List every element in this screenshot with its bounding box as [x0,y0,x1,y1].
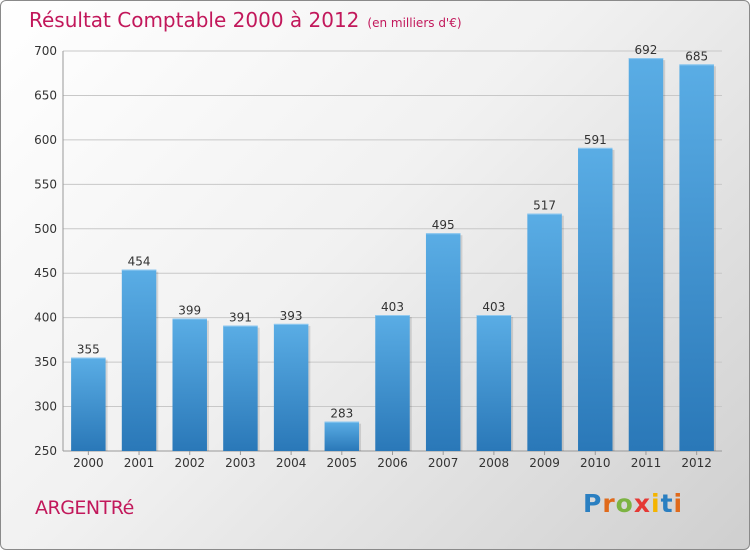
bar [375,315,410,451]
bar [425,233,461,451]
data-label: 403 [381,300,404,314]
y-tick-label: 650 [34,88,57,102]
logo-letter: i [651,489,661,518]
data-label: 517 [533,199,556,213]
data-label: 393 [280,309,303,323]
x-tick-label: 2010 [580,456,611,470]
data-label: 391 [229,311,252,325]
labels-layer: 250 300 350 400 450 500 550 600 650 700 355 2000 454… [34,43,712,470]
logo-letter: o [615,489,634,518]
bar [628,58,664,451]
bar [172,318,207,451]
x-tick-label: 2004 [276,456,307,470]
proxiti-logo: Proxiti [583,489,683,518]
logo-letter: t [660,489,674,518]
logo-letter: i [673,489,684,518]
data-label: 283 [330,407,353,421]
x-tick-label: 2006 [377,456,408,470]
x-tick-label: 2002 [174,456,205,470]
x-tick-label: 2007 [428,456,459,470]
y-tick-label: 250 [34,444,57,458]
y-tick-label: 600 [34,133,57,147]
bar [324,421,360,451]
logo-letter: r [602,489,616,518]
y-tick-label: 550 [34,177,57,191]
bar [121,269,157,451]
x-tick-label: 2011 [631,456,662,470]
bar [71,357,106,451]
data-label: 399 [178,304,201,318]
title-text: Résultat Comptable 2000 à 2012 [29,8,360,32]
bar [679,64,714,452]
data-label: 403 [482,300,505,314]
data-label: 685 [685,49,708,63]
bar [476,315,512,451]
x-tick-label: 2012 [681,456,712,470]
y-tick-label: 450 [34,266,57,280]
bar [578,147,613,451]
bar [527,213,562,451]
x-tick-label: 2005 [327,456,358,470]
x-tick-label: 2000 [73,456,104,470]
data-label: 454 [128,255,151,269]
x-tick-label: 2008 [479,456,510,470]
bar [273,323,309,451]
logo-letter: P [583,489,603,518]
y-tick-label: 400 [34,311,57,325]
data-label: 591 [584,133,607,147]
y-tick-label: 500 [34,222,57,236]
logo-letter: x [633,489,651,518]
chart-title: Résultat Comptable 2000 à 2012 (en millie… [29,8,462,32]
y-tick-label: 350 [34,355,57,369]
y-tick-label: 300 [34,400,57,414]
bars-layer [71,58,716,452]
x-tick-label: 2001 [124,456,155,470]
x-tick-label: 2009 [529,456,560,470]
data-label: 692 [635,43,658,57]
chart-subtitle: (en milliers d'€) [367,16,462,30]
bar [223,325,258,451]
x-tick-label: 2003 [225,456,256,470]
commune-name: ARGENTRé [35,497,134,519]
data-label: 495 [432,218,455,232]
data-label: 355 [77,343,100,357]
y-tick-label: 700 [34,44,57,58]
